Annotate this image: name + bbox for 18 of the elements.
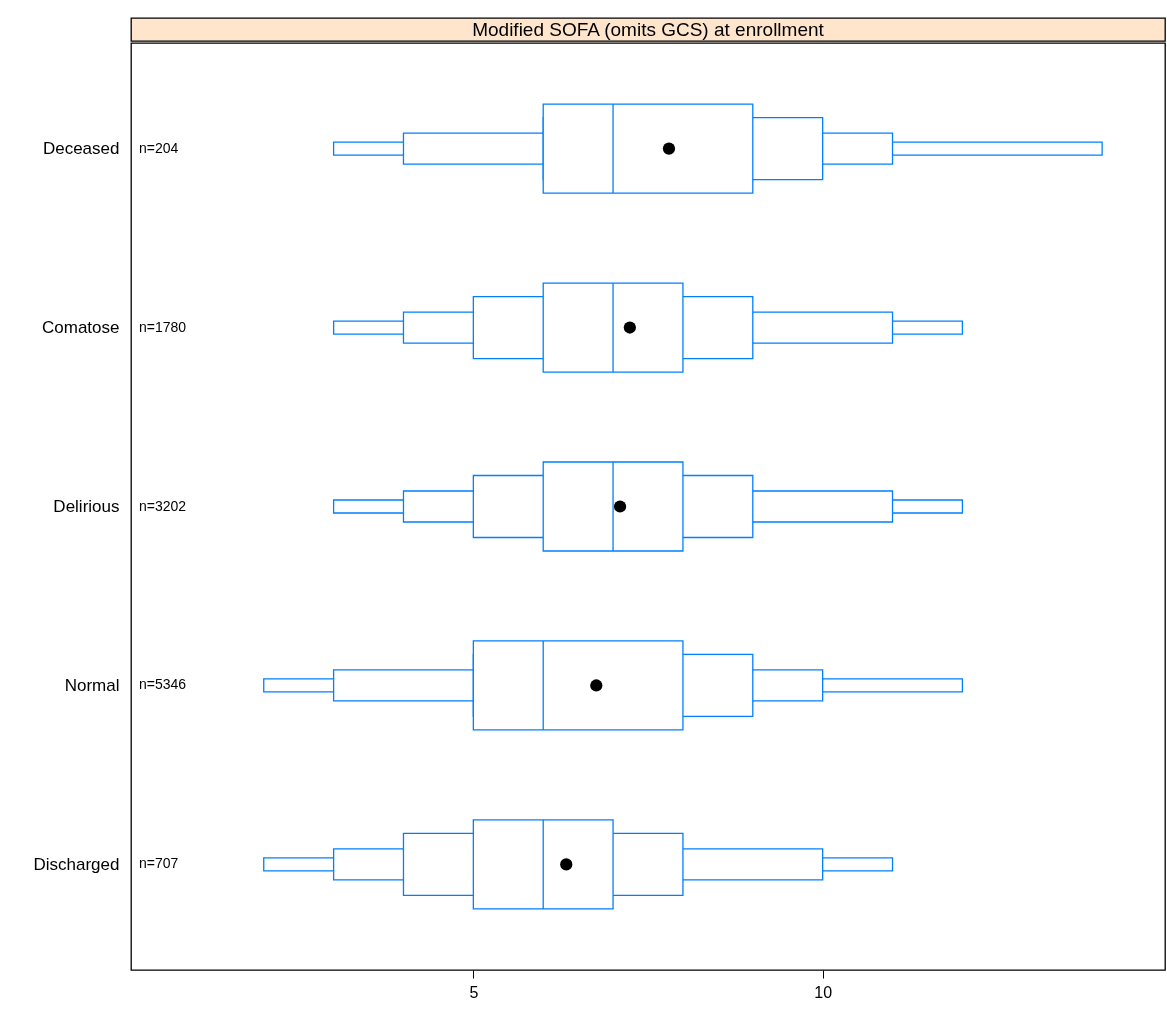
x-tick-label: 10 xyxy=(814,983,833,1001)
y-tick-label: Normal xyxy=(64,675,120,695)
point xyxy=(613,500,627,513)
annotation: n=204 xyxy=(139,139,179,156)
annotation: n=1780 xyxy=(139,318,187,335)
annotation: n=3202 xyxy=(139,497,187,514)
point xyxy=(662,142,676,155)
annotation: n=5346 xyxy=(139,676,187,693)
y-tick-label: Comatose xyxy=(42,318,120,338)
point xyxy=(590,679,603,692)
annotation: n=707 xyxy=(139,855,179,872)
point xyxy=(623,321,636,334)
chart-title: Modified SOFA (omits GCS) at enrollment xyxy=(472,19,825,40)
y-tick-label: Discharged xyxy=(33,854,120,874)
point xyxy=(560,858,573,871)
y-tick-label: Deceased xyxy=(42,139,120,159)
x-tick-label: 5 xyxy=(469,983,479,1001)
y-tick-label: Delirious xyxy=(53,497,120,516)
